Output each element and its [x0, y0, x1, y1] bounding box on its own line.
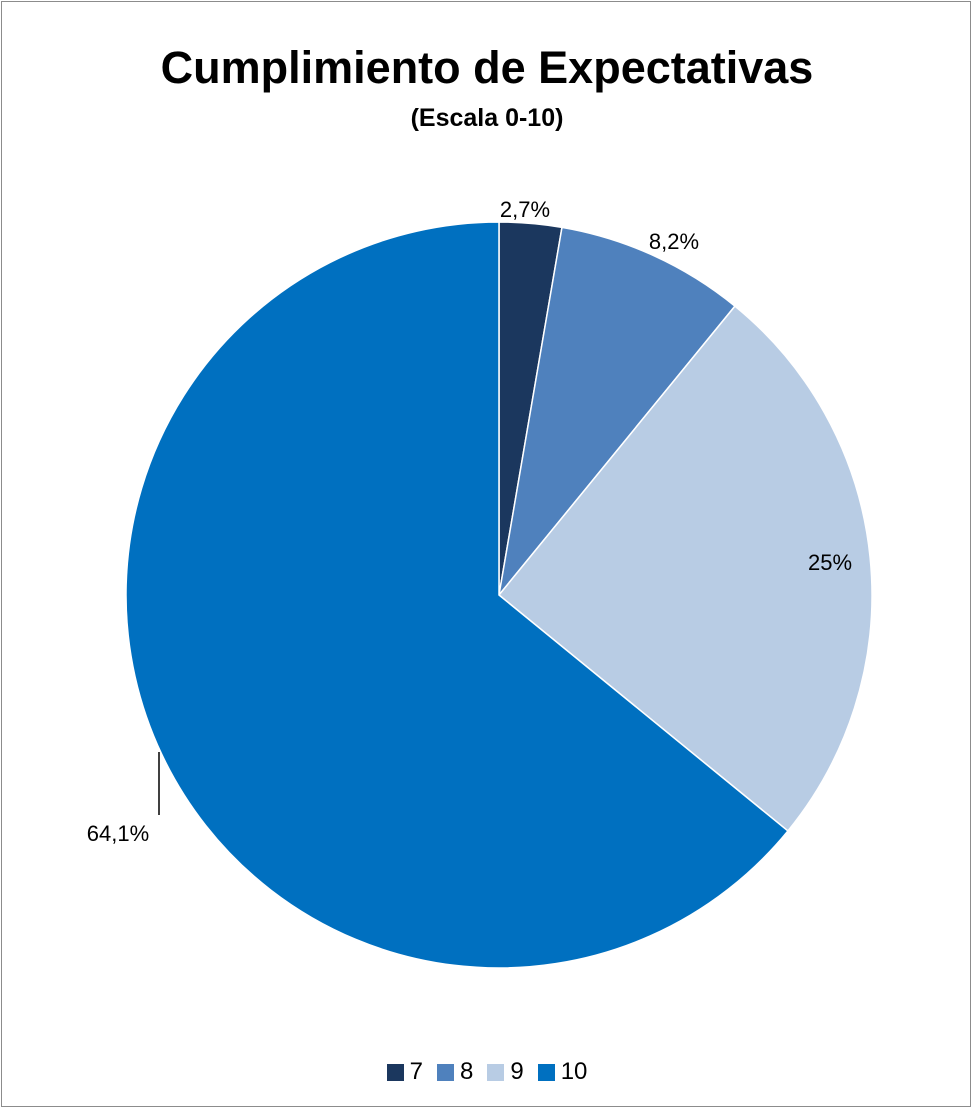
- legend-swatch: [487, 1064, 504, 1081]
- legend-item-9: 9: [487, 1058, 523, 1086]
- legend-swatch: [437, 1064, 454, 1081]
- data-label-7: 2,7%: [500, 197, 550, 222]
- data-label-8: 8,2%: [649, 229, 699, 254]
- legend-label: 10: [561, 1058, 588, 1086]
- legend-swatch: [387, 1064, 404, 1081]
- legend-label: 7: [410, 1058, 423, 1086]
- data-label-9: 25%: [808, 550, 852, 575]
- legend-label: 9: [510, 1058, 523, 1086]
- legend-label: 8: [460, 1058, 473, 1086]
- legend-item-7: 7: [387, 1058, 423, 1086]
- chart-legend: 7 8 9 10: [0, 1058, 974, 1086]
- data-label-10: 64,1%: [87, 821, 149, 846]
- legend-swatch: [538, 1064, 555, 1081]
- legend-item-8: 8: [437, 1058, 473, 1086]
- legend-item-10: 10: [538, 1058, 588, 1086]
